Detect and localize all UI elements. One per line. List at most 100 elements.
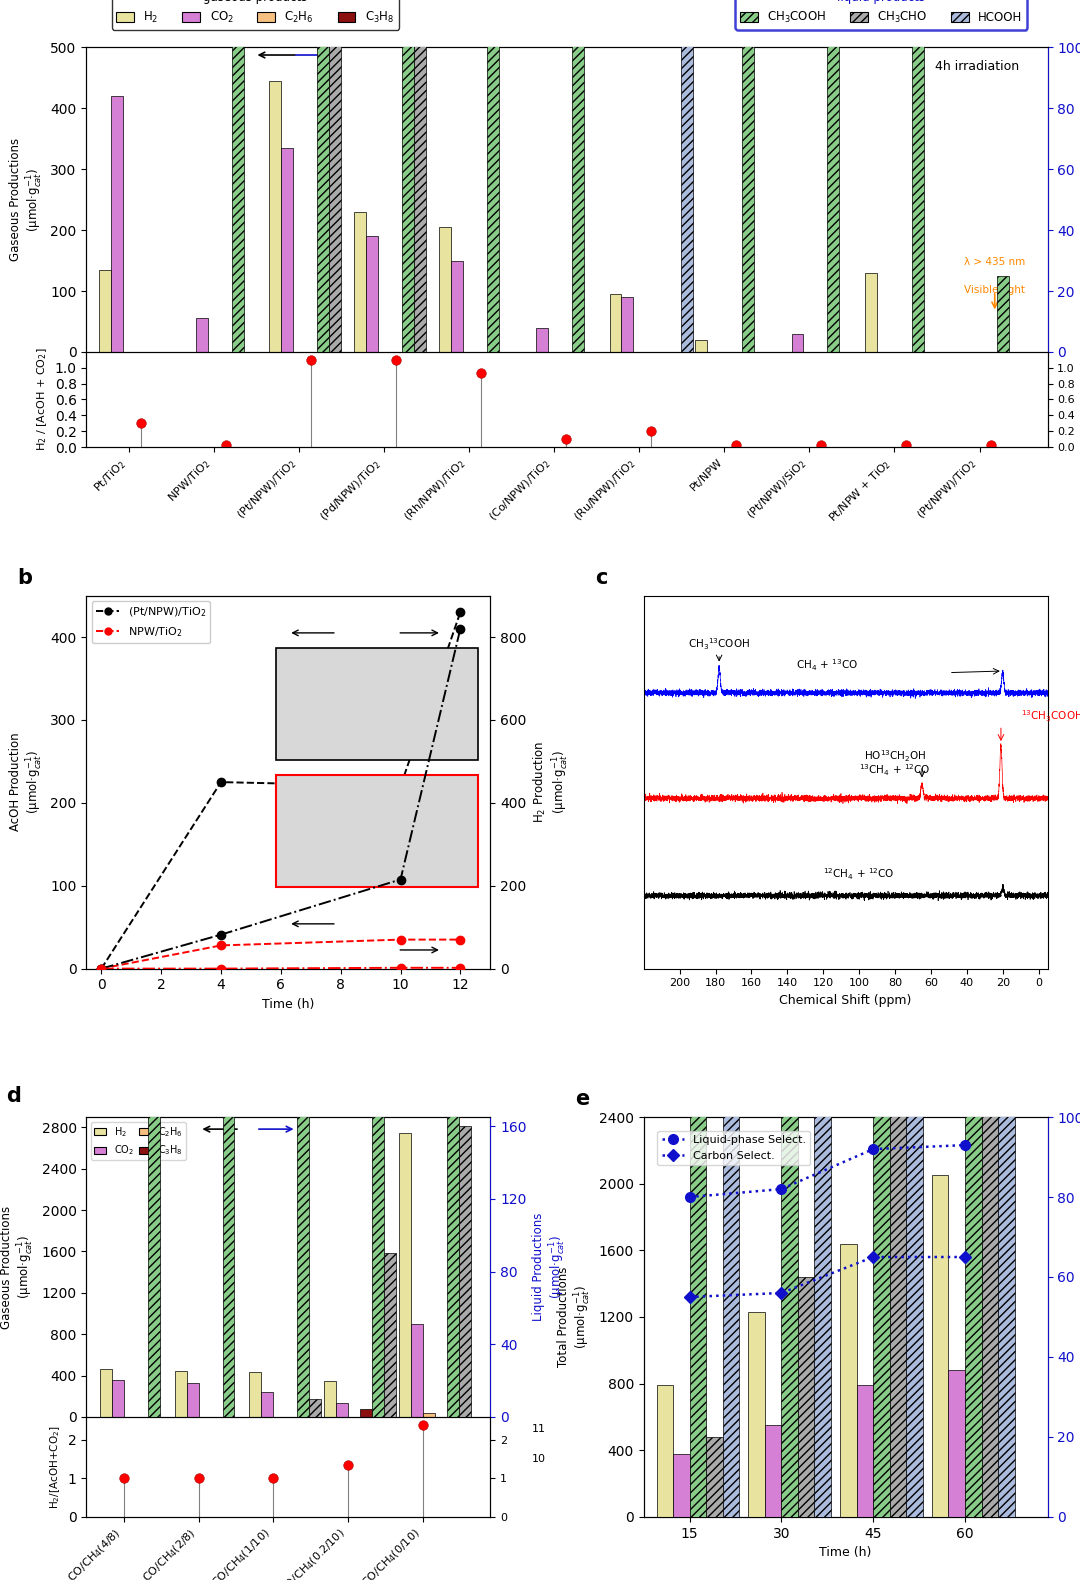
Bar	[360, 1409, 373, 1417]
Text: HO$^{13}$CH$_2$OH: HO$^{13}$CH$_2$OH	[864, 749, 927, 765]
Bar	[982, 597, 998, 1517]
Bar	[621, 297, 633, 352]
Text: $^{12}$CH$_4$ + $^{12}$CO: $^{12}$CH$_4$ + $^{12}$CO	[823, 866, 895, 882]
Bar	[609, 294, 621, 352]
Y-axis label: H$_2$/[AcOH+CO$_2$]: H$_2$/[AcOH+CO$_2$]	[49, 1425, 63, 1509]
Carbon Select.	[684, 1288, 697, 1307]
Text: c: c	[595, 569, 608, 588]
Bar	[148, 654, 160, 1417]
X-axis label: Time (h): Time (h)	[262, 999, 314, 1011]
Bar	[572, 0, 584, 352]
Text: 11: 11	[531, 1424, 545, 1435]
Legend: Liquid-phase Select., Carbon Select.: Liquid-phase Select., Carbon Select.	[658, 1131, 810, 1164]
Legend: CH$_3$COOH, CH$_3$CHO, HCOOH: CH$_3$COOH, CH$_3$CHO, HCOOH	[735, 0, 1027, 30]
Bar	[932, 1176, 948, 1517]
Text: CH$_3$$^{13}$COOH: CH$_3$$^{13}$COOH	[688, 637, 751, 653]
Bar	[827, 0, 839, 352]
Bar	[402, 0, 414, 352]
Bar	[414, 0, 426, 352]
Carbon Select.	[867, 1248, 880, 1267]
Bar	[99, 1370, 112, 1417]
Y-axis label: Liquid Productions
(μmol·g$_{cat}^{-1}$): Liquid Productions (μmol·g$_{cat}^{-1}$)	[532, 1213, 568, 1321]
Bar	[197, 319, 208, 352]
Carbon Select.	[959, 1248, 972, 1267]
Text: 10: 10	[531, 1454, 545, 1463]
Bar	[336, 1403, 348, 1417]
Bar	[487, 0, 499, 352]
Bar	[998, 558, 1014, 1517]
Text: 4h irradiation: 4h irradiation	[934, 60, 1018, 73]
Bar	[890, 1078, 906, 1517]
Line: Carbon Select.: Carbon Select.	[686, 1253, 969, 1302]
Bar	[798, 1277, 814, 1517]
Bar	[537, 327, 549, 352]
Text: CH$_4$ + $^{13}$CO: CH$_4$ + $^{13}$CO	[796, 657, 858, 673]
Bar	[316, 0, 328, 352]
Bar	[782, 0, 798, 1517]
Bar	[384, 1253, 396, 1417]
Bar	[742, 0, 754, 352]
Bar	[366, 235, 378, 352]
Bar	[276, 774, 478, 886]
Liquid-phase Select.	[959, 1136, 972, 1155]
Bar	[373, 182, 384, 1417]
Bar	[309, 1398, 321, 1417]
Bar	[354, 212, 366, 352]
Y-axis label: AcOH Production
(μmol·g$_{cat}^{-1}$): AcOH Production (μmol·g$_{cat}^{-1}$)	[9, 733, 44, 831]
Bar	[276, 648, 478, 760]
Bar	[840, 1243, 856, 1517]
Bar	[874, 0, 890, 1517]
Bar	[906, 1036, 922, 1517]
Legend: (Pt/NPW)/TiO$_2$, NPW/TiO$_2$: (Pt/NPW)/TiO$_2$, NPW/TiO$_2$	[92, 600, 211, 643]
Bar	[440, 228, 451, 352]
Bar	[175, 1371, 187, 1417]
Bar	[690, 0, 706, 1517]
Legend: H$_2$, CO$_2$, C$_2$H$_6$, C$_3$H$_8$: H$_2$, CO$_2$, C$_2$H$_6$, C$_3$H$_8$	[92, 1122, 186, 1160]
Y-axis label: H$_2$ / [AcOH + CO$_2$]: H$_2$ / [AcOH + CO$_2$]	[36, 348, 49, 452]
Bar	[673, 1454, 690, 1517]
Bar	[447, 935, 459, 1417]
Bar	[411, 1324, 423, 1417]
Bar	[792, 333, 804, 352]
Text: e: e	[575, 1089, 590, 1109]
Text: $^{13}$CH$_4$ + $^{12}$CO: $^{13}$CH$_4$ + $^{12}$CO	[859, 763, 931, 777]
Bar	[99, 270, 111, 352]
Bar	[694, 340, 706, 352]
Liquid-phase Select.	[867, 1139, 880, 1158]
Bar	[856, 1386, 874, 1517]
X-axis label: Chemical Shift (ppm): Chemical Shift (ppm)	[780, 994, 912, 1006]
Bar	[657, 1386, 673, 1517]
Bar	[112, 1379, 124, 1417]
Bar	[328, 0, 340, 352]
Text: $^{13}$CH$_3$COOH: $^{13}$CH$_3$COOH	[1021, 708, 1080, 724]
Carbon Select.	[775, 1283, 788, 1302]
Bar	[459, 1127, 471, 1417]
Y-axis label: Gaseous Productions
(μmol·g$_{cat}^{-1}$): Gaseous Productions (μmol·g$_{cat}^{-1}$…	[0, 1206, 36, 1329]
Bar	[451, 261, 463, 352]
Bar	[222, 436, 234, 1417]
Bar	[948, 1370, 966, 1517]
Y-axis label: Total Productions
(μmol·g$_{cat}^{-1}$): Total Productions (μmol·g$_{cat}^{-1}$)	[557, 1267, 593, 1367]
Text: d: d	[5, 1085, 21, 1106]
Bar	[748, 1311, 765, 1517]
Bar	[998, 276, 1010, 352]
Text: b: b	[17, 569, 32, 588]
Bar	[423, 1413, 435, 1417]
Y-axis label: H$_2$ Production
(μmol·g$_{cat}^{-1}$): H$_2$ Production (μmol·g$_{cat}^{-1}$)	[532, 741, 571, 823]
Bar	[399, 1133, 411, 1417]
Bar	[111, 96, 123, 352]
Text: Visible light: Visible light	[964, 284, 1025, 295]
Y-axis label: Gaseous Productions
(μmol·g$_{cat}^{-1}$): Gaseous Productions (μmol·g$_{cat}^{-1}$…	[9, 137, 44, 261]
Bar	[681, 0, 693, 352]
Line: Liquid-phase Select.: Liquid-phase Select.	[685, 1141, 970, 1202]
Bar	[966, 0, 982, 1517]
Bar	[297, 36, 309, 1417]
Bar	[249, 1373, 261, 1417]
Bar	[723, 757, 739, 1517]
Liquid-phase Select.	[684, 1188, 697, 1207]
Bar	[865, 273, 877, 352]
Bar	[814, 957, 831, 1517]
Bar	[261, 1392, 273, 1417]
Bar	[324, 1381, 336, 1417]
Text: λ > 435 nm: λ > 435 nm	[964, 256, 1025, 267]
